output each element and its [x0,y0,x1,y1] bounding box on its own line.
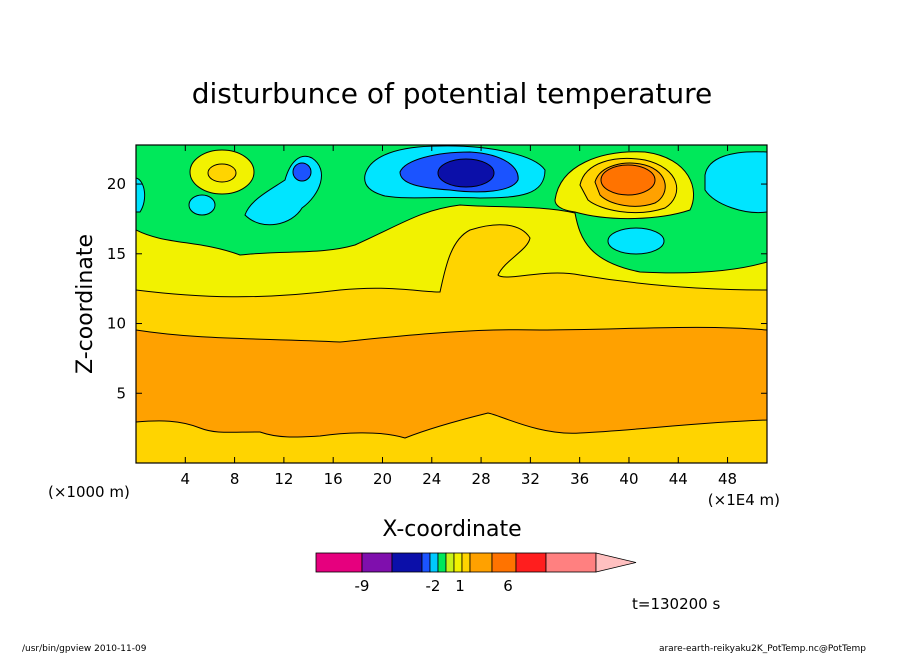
cool-cell-left-edge [136,177,146,213]
x-tick-label: 32 [521,470,540,488]
colorbar-tick-label: 6 [503,577,513,595]
chart-title: disturbunce of potential temperature [192,77,713,110]
left-warm-spot-inner [207,163,237,183]
colorbar-segment [461,552,471,573]
colorbar-tick-label: -2 [426,577,441,595]
colorbar-segment [421,552,431,573]
cool-spot-mid [292,162,312,182]
colorbar-segment [491,552,517,573]
core-band [136,326,767,439]
x-axis-label: X-coordinate [382,517,521,542]
x-unit-note: (×1E4 m) [708,491,780,509]
x-tick-label: 48 [718,470,737,488]
y-tick-label: 20 [107,175,126,193]
x-tick-label: 20 [373,470,392,488]
hot-core [600,164,656,196]
colorbar-segment [469,552,493,573]
colorbar-segment [515,552,547,573]
colorbar-segment [391,552,423,573]
x-tick-label: 12 [274,470,293,488]
colorbar-segment [445,552,455,573]
y-tick-label: 15 [107,245,126,263]
x-tick-label: 4 [181,470,191,488]
x-tick-label: 44 [669,470,688,488]
x-tick-label: 24 [422,470,441,488]
x-tick-label: 16 [324,470,343,488]
y-tick-label: 10 [107,315,126,333]
time-label: t=130200 s [632,595,720,613]
colorbar-labels: -9 -2 1 6 [355,577,513,595]
coldest-core [437,158,495,188]
plot-frame [135,144,768,464]
y-axis-label: Z-coordinate [73,234,98,374]
footer-left: /usr/bin/gpview 2010-11-09 [22,644,147,654]
x-tick-label: 28 [472,470,491,488]
colorbar-segment [429,552,439,573]
x-tick-label: 8 [230,470,240,488]
x-tick-label: 36 [570,470,589,488]
colorbar-tick-label: -9 [355,577,370,595]
colorbar-segment [361,552,393,573]
cool-cell-right [704,151,767,214]
cool-spot-small [188,194,216,216]
colorbar [315,552,637,573]
colorbar-segment [545,552,597,573]
colorbar-segment [437,552,447,573]
colorbar-tick-label: 1 [455,577,465,595]
cool-spot-right [607,227,665,255]
y-tick-label: 5 [116,384,126,402]
colorbar-arrow [595,552,637,573]
colorbar-segment [453,552,463,573]
x-tick-label: 40 [619,470,638,488]
colorbar-segment [315,552,363,573]
y-unit-note: (×1000 m) [48,483,130,501]
footer-right: arare-earth-reikyaku2K_PotTemp.nc@PotTem… [659,644,866,654]
